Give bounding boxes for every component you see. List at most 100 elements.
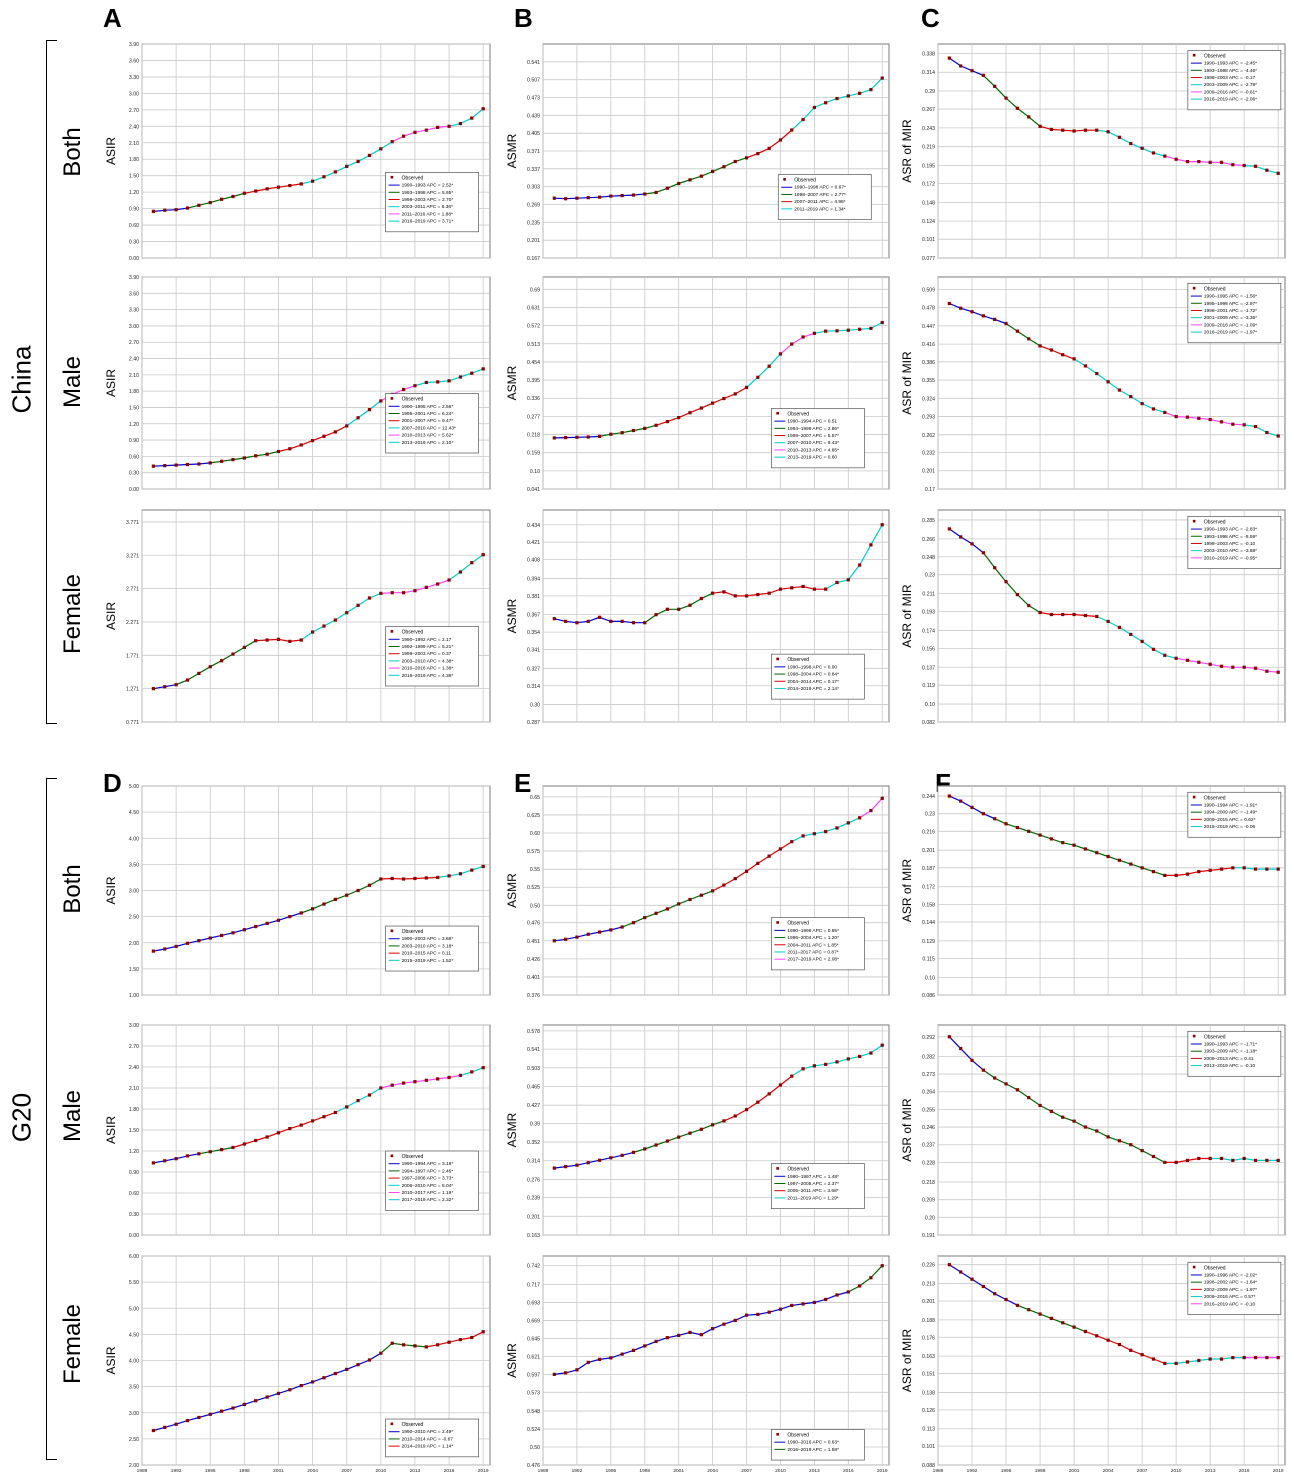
observed-point — [1095, 851, 1099, 855]
observed-point — [436, 875, 440, 880]
y-tick-label: 0.216 — [922, 829, 935, 835]
legend-observed-marker — [1192, 53, 1196, 57]
observed-point — [1253, 867, 1258, 871]
x-tick-label: 1992 — [572, 1468, 583, 1474]
plot-frame — [141, 276, 491, 490]
trend-segment — [232, 1111, 336, 1149]
trend-segment — [346, 400, 382, 427]
y-tick-label: 1.80 — [129, 1107, 139, 1113]
observed-point — [322, 902, 326, 906]
x-tick-label: 1995 — [1001, 1468, 1012, 1474]
observed-point — [552, 939, 556, 943]
observed-point — [869, 543, 873, 547]
observed-point — [185, 678, 190, 682]
legend-entry: 2010–2016 APC = 1.38* — [402, 666, 454, 672]
observed-point — [1004, 1297, 1008, 1302]
observed-point — [1061, 1321, 1065, 1325]
y-tick-label: 0.621 — [527, 1354, 540, 1360]
observed-point — [756, 1100, 760, 1104]
y-axis-label: ASMR — [505, 1112, 519, 1147]
observed-point — [1117, 1139, 1122, 1143]
y-tick-label: 0.218 — [922, 1180, 935, 1186]
observed-point — [1185, 415, 1190, 419]
y-tick-label: 0.174 — [922, 628, 935, 634]
observed-point — [756, 592, 760, 597]
observed-point — [424, 1078, 428, 1082]
observed-point — [208, 1150, 212, 1154]
y-tick-label: 0.23 — [925, 573, 935, 579]
observed-point — [631, 621, 636, 625]
y-tick-label: 2.70 — [129, 1044, 139, 1050]
y-tick-label: 0.507 — [527, 78, 540, 84]
chart-panel-b1: 0.167 0.201 0.235 0.269 0.303 0.337 0.371 0.405… — [505, 43, 890, 262]
observed-point — [288, 1127, 292, 1131]
observed-point — [379, 147, 383, 151]
observed-point — [220, 1148, 224, 1152]
chart-panel-a1: 0.00 0.30 0.60 0.90 1.20 1.50 1.80 2.10 2.40 2.70… — [104, 42, 491, 262]
y-tick-label: 0.324 — [922, 396, 935, 402]
trend-segment — [1005, 323, 1041, 347]
y-tick-label: 3.30 — [129, 75, 139, 81]
legend-box — [385, 393, 479, 454]
observed-point — [436, 1343, 440, 1347]
y-tick-label: 0.30 — [530, 703, 540, 709]
legend-entry: 2015–2019 APC = -0.06 — [1204, 824, 1256, 830]
legend-entry: 1990–1994 APC = -1.91* — [1204, 802, 1257, 808]
observed-point — [1219, 1156, 1224, 1161]
observed-point — [677, 1333, 681, 1338]
observed-point — [947, 1263, 951, 1267]
observed-point — [413, 384, 417, 388]
legend-entry: 2005–2011 APC = 3.68* — [787, 1188, 838, 1194]
observed-point — [575, 935, 579, 939]
legend-entry: 2010–2013 APC = 5.62* — [402, 433, 454, 439]
legend-entry: 1990–1992 APC = 2.17 — [402, 637, 452, 643]
observed-point — [220, 459, 224, 463]
y-tick-label: 0.262 — [922, 433, 935, 439]
observed-point — [1163, 1160, 1167, 1164]
y-axis-label: ASR of MIR — [900, 859, 914, 923]
observed-point — [552, 1372, 556, 1376]
y-tick-label: 0.669 — [527, 1318, 540, 1324]
observed-point — [1061, 612, 1065, 617]
y-tick-label: 4.50 — [129, 1332, 139, 1338]
observed-point — [1140, 402, 1144, 406]
observed-point — [778, 847, 783, 851]
observed-point — [413, 876, 417, 881]
observed-point — [458, 872, 463, 876]
observed-point — [586, 435, 590, 439]
observed-point — [767, 591, 771, 595]
y-tick-label: 0.525 — [527, 885, 540, 891]
y-tick-label: 2.40 — [129, 357, 139, 363]
observed-point — [1106, 1135, 1110, 1139]
y-tick-label: 0.90 — [129, 207, 139, 213]
y-tick-label: 0.158 — [922, 902, 935, 908]
y-tick-label: 0.163 — [922, 1354, 935, 1360]
observed-point — [778, 1083, 783, 1087]
trend-segment — [948, 1036, 984, 1071]
observed-point — [367, 408, 372, 412]
observed-point — [345, 611, 349, 615]
observed-point — [880, 1264, 884, 1268]
y-tick-label: 0.292 — [922, 1035, 935, 1041]
y-tick-label: 1.50 — [129, 967, 139, 973]
y-tick-label: 2.10 — [129, 141, 139, 147]
observed-point — [1061, 1115, 1065, 1119]
legend-entry: 1990–2010 APC = 2.49* — [402, 1429, 454, 1435]
observed-point — [564, 619, 568, 623]
y-tick-label: 0.509 — [922, 287, 935, 293]
y-tick-label: 0.416 — [922, 342, 935, 348]
legend-observed-label: Observed — [794, 178, 816, 184]
legend-entry: 2013–2019 APC = 2.10* — [402, 440, 454, 446]
legend-observed-marker — [776, 921, 779, 924]
y-tick-label: 0.30 — [129, 240, 139, 246]
y-tick-label: 0.10 — [925, 975, 935, 981]
observed-point — [1208, 160, 1212, 164]
observed-point — [858, 327, 862, 331]
legend-entry: 1990–1997 APC = 1.48* — [787, 1174, 839, 1180]
observed-point — [1265, 1355, 1269, 1360]
observed-point — [643, 426, 647, 430]
legend-box — [771, 408, 865, 469]
observed-point — [846, 578, 850, 582]
